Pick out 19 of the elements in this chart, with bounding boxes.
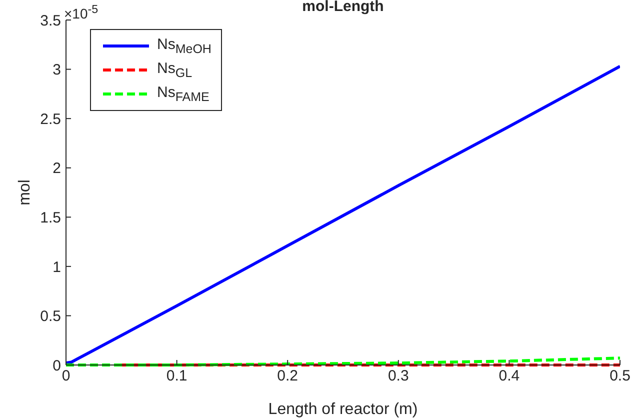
y-tick-label: 2.5 [40,110,61,128]
y-tick-label: 1.5 [40,209,61,226]
y-tick-label: 3.5 [40,12,61,30]
x-tick-label: 0.3 [388,368,409,385]
legend-label: Ns$_{FAME}$ [157,84,210,104]
y-tick-label: 2 [52,160,61,178]
y-tick-label: 1 [52,258,61,276]
legend-label: Ns$_{MeOH}$ [157,36,212,56]
y-tick-label: 3 [52,62,61,79]
y-tick-label: 0.5 [40,308,61,326]
x-tick-label: 0.1 [166,368,188,385]
x-tick-label: 0.5 [610,368,630,385]
legend-label: Ns$_{GL}$ [157,60,192,80]
x-tick-label: 0.4 [498,368,520,385]
x-tick-label: 0.2 [277,368,298,385]
x-axis-title: Length of reactor (m) [268,401,418,418]
y-axis-title: mol [16,180,34,206]
chart-title: mol-Length [302,0,384,15]
annotation: ×10$^{-5}$ [64,3,98,22]
